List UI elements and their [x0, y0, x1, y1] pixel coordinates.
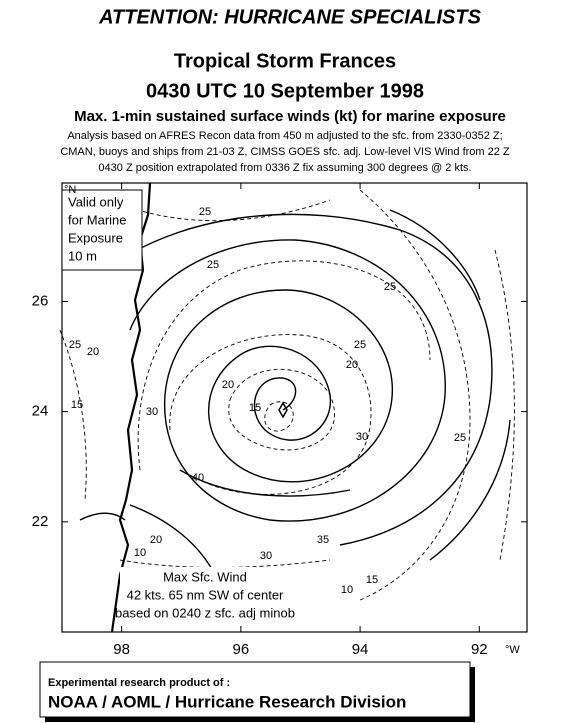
contour-label: 10: [341, 584, 353, 596]
max-wind-text: 42 kts. 65 nm SW of center: [127, 587, 284, 602]
storm-center: [278, 401, 288, 419]
contour-label: 30: [146, 406, 158, 418]
contour-label: 35: [317, 534, 329, 546]
contour-label: 15: [71, 399, 83, 411]
title: ATTENTION: HURRICANE SPECIALISTS: [98, 6, 482, 28]
contour-label: 10: [134, 547, 146, 559]
note: CMAN, buoys and ships from 21-03 Z, CIMS…: [60, 146, 510, 158]
lon-label: 94: [352, 641, 369, 658]
lat-label: 22: [32, 513, 49, 530]
lon-label: 96: [233, 641, 250, 658]
valid-text: for Marine: [68, 212, 127, 227]
contour-label: 25: [199, 206, 211, 218]
subtitle: Max. 1-min sustained surface winds (kt) …: [74, 108, 506, 125]
footer-org: NOAA / AOML / Hurricane Research Divisio…: [48, 692, 406, 711]
valid-box: [61, 189, 143, 271]
lat-unit: °N: [64, 184, 76, 196]
contour-label: 20: [87, 346, 99, 358]
contour-label: 40: [192, 472, 204, 484]
streamlines: [79, 209, 511, 576]
valid-text: Exposure: [68, 230, 123, 245]
contour-label: 25: [454, 432, 466, 444]
lat-label: 26: [32, 292, 49, 309]
lon-label: 98: [113, 641, 130, 658]
storm-name: Tropical Storm Frances: [174, 50, 396, 72]
lon-label: 92: [471, 641, 488, 658]
contour-label: 30: [356, 431, 368, 443]
contour-label: 20: [222, 379, 234, 391]
contour-label: 25: [354, 339, 366, 351]
note: 0430 Z position extrapolated from 0336 Z…: [98, 162, 471, 174]
valid-text: Valid only: [68, 194, 124, 209]
footer-box: [39, 661, 471, 718]
note: Analysis based on AFRES Recon data from …: [67, 130, 502, 142]
contour-label: 25: [384, 281, 396, 293]
contour-label: 15: [366, 574, 378, 586]
footer-credit: Experimental research product of :: [48, 677, 230, 689]
contour-label: 25: [69, 339, 81, 351]
contour-label: 20: [346, 359, 358, 371]
contour-label: 20: [150, 534, 162, 546]
max-wind-text: Max Sfc. Wind: [163, 569, 247, 584]
max-wind-bg: [120, 567, 290, 622]
contour-label: 25: [207, 259, 219, 271]
valid-text: 10 m: [68, 248, 97, 263]
contour-label: 15: [249, 402, 261, 414]
lon-unit: °W: [505, 644, 520, 656]
time: 0430 UTC 10 September 1998: [146, 80, 424, 102]
max-wind-text: based on 0240 z sfc. adj minob: [115, 605, 295, 620]
contour-label: 30: [260, 550, 272, 562]
lat-label: 24: [32, 403, 49, 420]
